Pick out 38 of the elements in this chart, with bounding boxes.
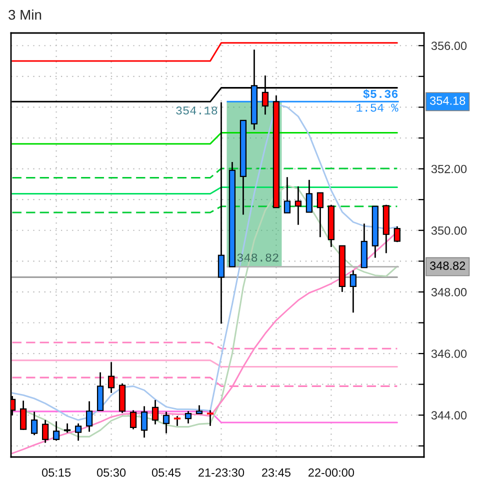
chart-title: 3 Min — [8, 10, 42, 20]
candlestick — [173, 415, 182, 427]
x-tick-label: 23:45 — [262, 468, 290, 477]
candlestick — [130, 410, 137, 430]
candlestick — [316, 192, 324, 238]
candlestick — [394, 226, 400, 243]
x-tick-label: 05:30 — [96, 468, 126, 477]
y-tick-label: 344.00 — [431, 411, 467, 420]
y-tick-label: 348.00 — [431, 288, 467, 296]
candlestick — [140, 406, 148, 438]
candlestick — [184, 410, 192, 424]
ref-line-label: 354.18 — [430, 96, 466, 105]
candlestick — [42, 419, 49, 444]
candlestick — [284, 176, 291, 214]
x-tick-label: 22-00:00 — [308, 468, 354, 477]
candlestick — [74, 422, 82, 442]
candlestick — [350, 270, 356, 314]
y-tick-label: 346.00 — [431, 350, 467, 358]
x-tick-label: 05:45 — [152, 468, 181, 477]
x-tick-label: 05:15 — [42, 468, 71, 477]
y-tick-label: 356.00 — [431, 42, 467, 50]
x-tick-label: 21-23:30 — [198, 468, 244, 477]
candlestick — [206, 410, 214, 427]
candlestick — [31, 411, 38, 436]
candlestick — [152, 399, 159, 426]
candlestick — [294, 186, 302, 226]
candlestick — [108, 361, 115, 394]
candlestick — [306, 179, 313, 213]
annotation: $5.36 — [363, 89, 398, 99]
candlestick — [86, 400, 93, 432]
candlestick — [53, 420, 60, 442]
ref-line-label: 348.82 — [430, 262, 466, 270]
annotation: 354.18 — [176, 106, 218, 115]
candlestick — [20, 400, 27, 431]
y-tick-label: 350.00 — [431, 226, 467, 235]
annotation: 1.54 % — [356, 104, 398, 112]
candlestick — [162, 411, 170, 434]
y-tick-label: 352.00 — [431, 164, 467, 174]
